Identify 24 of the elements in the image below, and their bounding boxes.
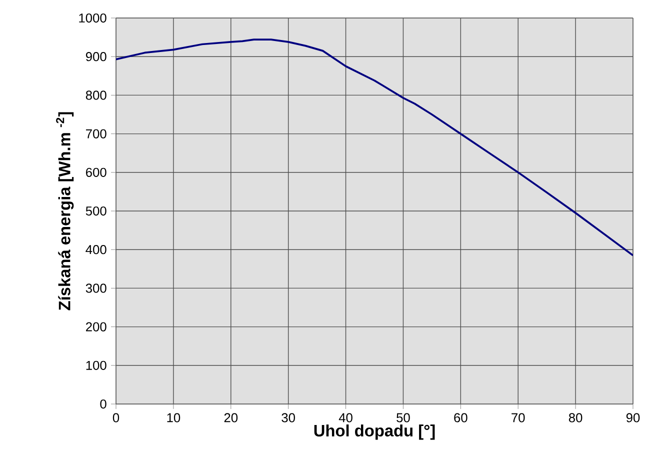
y-tick-label: 900	[86, 52, 106, 62]
x-tick-label: 90	[626, 413, 640, 422]
y-tick-label: 400	[86, 245, 106, 254]
x-tick-label: 60	[454, 413, 468, 422]
x-tick-label: 20	[224, 413, 238, 422]
x-tick-label: 80	[568, 413, 582, 422]
y-tick-label: 200	[86, 322, 106, 332]
x-tick-label: 10	[167, 413, 180, 422]
x-axis-title: Uhol dopadu [°]	[314, 424, 435, 440]
y-axis-title: Získaná energia [Wh.m $^{-2}$]	[56, 112, 74, 310]
y-tick-label: 0	[100, 399, 106, 409]
x-tick-label: 70	[512, 413, 525, 422]
x-tick-label: 50	[396, 413, 410, 422]
line-series	[116, 38, 633, 256]
y-tick-label: 500	[86, 206, 106, 216]
y-tick-label: 800	[86, 90, 106, 100]
y-tick-label: 100	[86, 360, 106, 370]
y-tick-label: 600	[86, 168, 106, 177]
x-tick-label: 30	[282, 413, 295, 422]
x-tick-label: 0	[112, 413, 120, 422]
y-tick-label: 700	[86, 129, 106, 138]
y-tick-label: 300	[86, 284, 106, 293]
y-tick-label: 1000	[79, 13, 106, 23]
x-tick-label: 40	[338, 413, 352, 422]
